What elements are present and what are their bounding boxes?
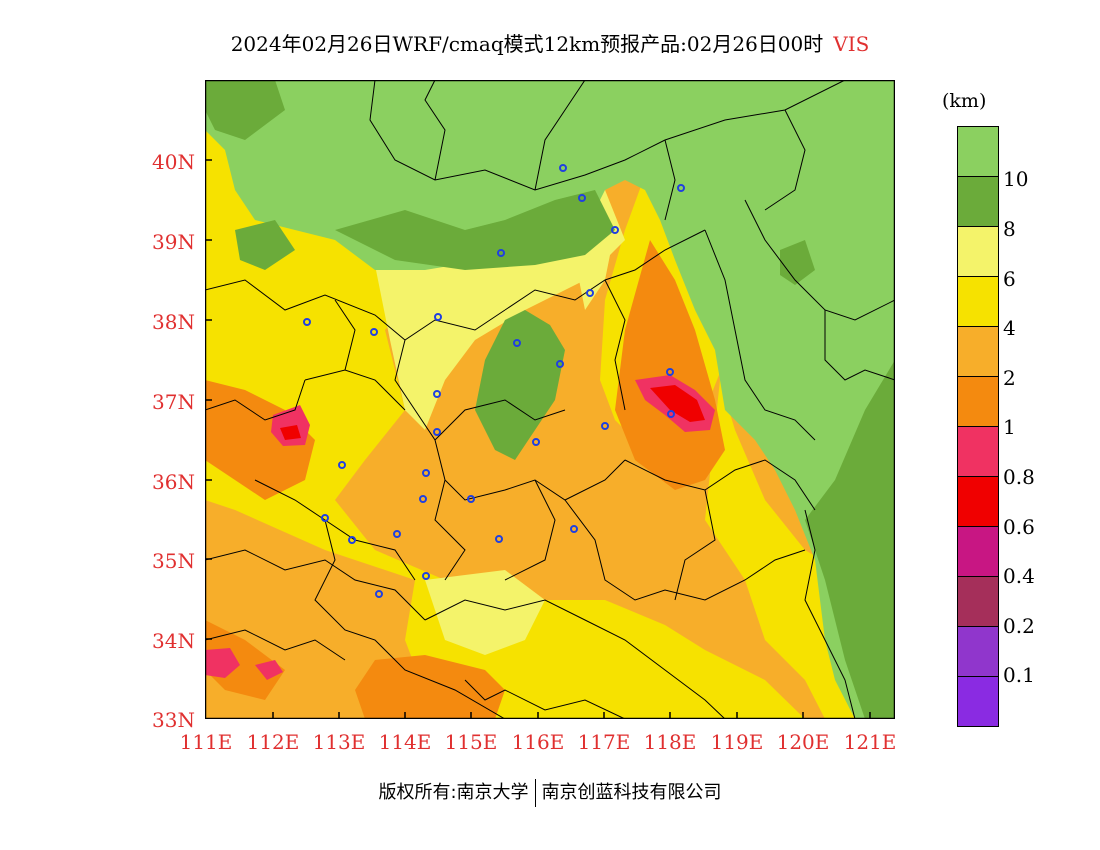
field-0.8-1km	[205, 648, 240, 678]
field-1-2km	[205, 380, 315, 500]
lat-label: 39N	[152, 230, 195, 254]
colorbar-label: 0.1	[1003, 663, 1035, 687]
map-title: 2024年02月26日WRF/cmaq模式12km预报产品:02月26日00时 V…	[0, 28, 1100, 57]
lat-label: 33N	[152, 708, 195, 732]
footer-company: 南京创蓝科技有限公司	[541, 782, 722, 803]
colorbar	[957, 126, 999, 727]
colorbar-swatch	[958, 577, 998, 627]
field-8-10km	[805, 360, 895, 719]
lon-label: 121E	[843, 730, 897, 754]
station-markers	[303, 164, 685, 598]
lat-label: 34N	[152, 629, 195, 653]
colorbar-swatch	[958, 527, 998, 577]
lon-label: 119E	[710, 730, 764, 754]
colorbar-swatch	[958, 677, 998, 726]
colorbar-swatch	[958, 227, 998, 277]
lon-label: 117E	[577, 730, 631, 754]
colorbar-swatch	[958, 277, 998, 327]
lon-label: 115E	[444, 730, 498, 754]
lon-label: 118E	[643, 730, 697, 754]
lat-label: 37N	[152, 390, 195, 414]
field-0.6-0.8km	[280, 425, 301, 440]
colorbar-swatch	[958, 627, 998, 677]
lon-label: 114E	[378, 730, 432, 754]
lat-label: 40N	[152, 150, 195, 174]
colorbar-swatch	[958, 477, 998, 527]
footer-copyright: 版权所有:南京大学	[378, 782, 529, 803]
field-8-10km	[780, 240, 815, 285]
field-0.6-0.8km	[650, 385, 705, 422]
colorbar-swatch	[958, 127, 998, 177]
lat-label: 35N	[152, 549, 195, 573]
colorbar-swatch	[958, 327, 998, 377]
lon-label: 120E	[776, 730, 830, 754]
field-1-2km	[205, 620, 285, 700]
colorbar-label: 10	[1003, 167, 1029, 191]
colorbar-swatch	[958, 177, 998, 227]
visibility-map	[205, 80, 895, 719]
title-variable: VIS	[833, 32, 870, 56]
title-text: 2024年02月26日WRF/cmaq模式12km预报产品:02月26日00时	[230, 32, 824, 56]
footer: 版权所有:南京大学 南京创蓝科技有限公司	[0, 778, 1100, 807]
field-0.8-1km	[255, 660, 283, 680]
colorbar-label: 4	[1003, 316, 1016, 340]
colorbar-label: 0.2	[1003, 614, 1035, 638]
field-6-8km	[425, 570, 545, 655]
field-8-10km	[205, 80, 285, 140]
colorbar-swatch	[958, 377, 998, 427]
field-8-10km	[235, 220, 295, 270]
lon-label: 112E	[246, 730, 300, 754]
lat-label: 38N	[152, 310, 195, 334]
colorbar-label: 2	[1003, 366, 1016, 390]
field-8-10km	[475, 310, 565, 460]
lon-label: 111E	[179, 730, 233, 754]
colorbar-swatch	[958, 427, 998, 477]
boundary-lines	[205, 80, 895, 719]
colorbar-label: 1	[1003, 415, 1016, 439]
field-8-10km	[335, 190, 615, 270]
colorbar-label: 8	[1003, 217, 1016, 241]
lon-label: 116E	[511, 730, 565, 754]
field-1-2km	[355, 655, 505, 719]
footer-separator	[534, 779, 536, 807]
colorbar-label: 6	[1003, 267, 1016, 291]
colorbar-unit: (km)	[942, 90, 987, 112]
lat-label: 36N	[152, 470, 195, 494]
colorbar-label: 0.8	[1003, 465, 1035, 489]
lon-label: 113E	[312, 730, 366, 754]
colorbar-label: 0.6	[1003, 515, 1035, 539]
colorbar-label: 0.4	[1003, 564, 1035, 588]
axis-ticks	[205, 159, 871, 719]
